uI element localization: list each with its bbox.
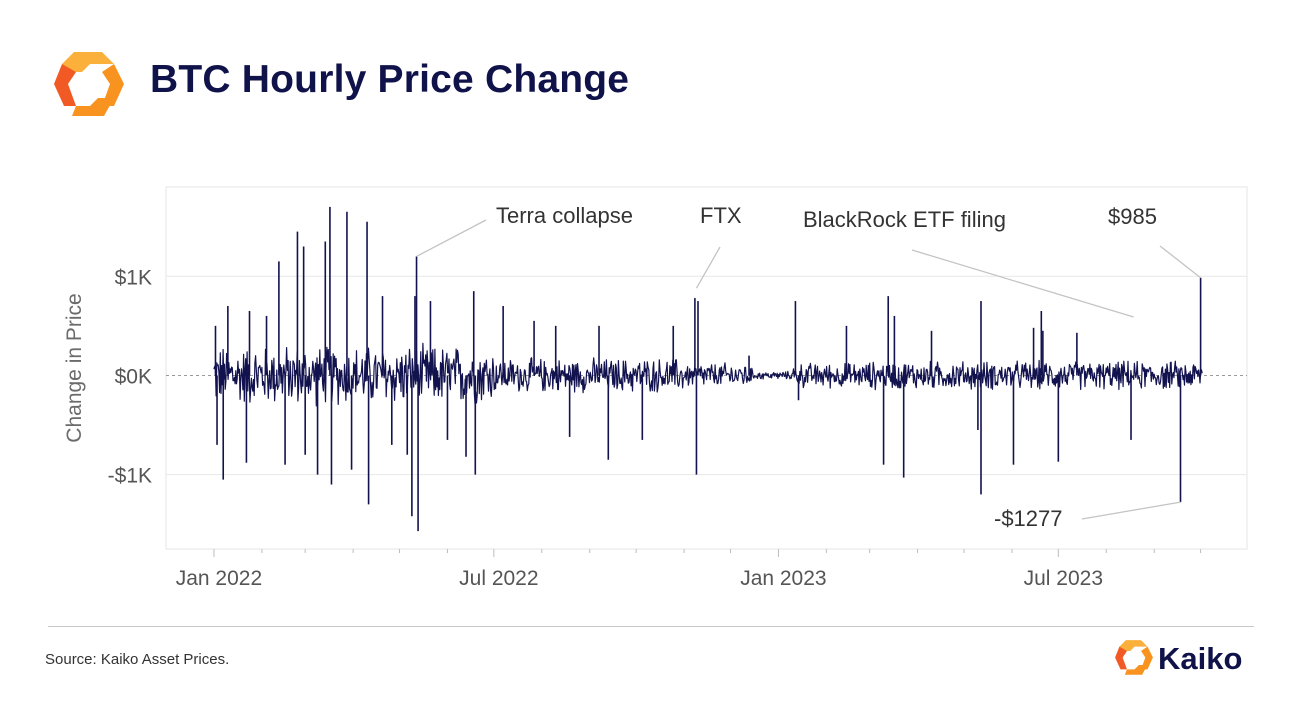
brand-logo: Kaiko	[1114, 639, 1264, 681]
y-tick-label: -$1K	[108, 465, 152, 488]
chart-grid	[165, 186, 1248, 550]
y-axis-title: Change in Price	[63, 293, 86, 442]
y-tick-label: $0K	[115, 365, 152, 388]
annotation-label: $985	[1108, 204, 1157, 229]
chart-annotations: Terra collapse FTX BlackRock ETF filing $98…	[416, 203, 1202, 531]
x-tick-label: Jul 2023	[1024, 567, 1103, 590]
annotation-label: Terra collapse	[496, 203, 633, 228]
annotation-label: BlackRock ETF filing	[803, 207, 1006, 232]
annotation-label: -$1277	[994, 506, 1063, 531]
annotation-leader	[695, 246, 721, 289]
footer-divider	[48, 626, 1254, 627]
annotation-leader	[1159, 245, 1202, 279]
brand-name: Kaiko	[1158, 641, 1243, 676]
plot-frame	[165, 186, 1248, 550]
series-line	[213, 342, 1203, 407]
y-tick-label: $1K	[115, 266, 152, 289]
chart: Terra collapse FTX BlackRock ETF filing $98…	[63, 186, 1248, 590]
page-title: BTC Hourly Price Change	[150, 58, 630, 101]
annotation-leader	[911, 249, 1134, 318]
source-note: Source: Kaiko Asset Prices.	[45, 651, 230, 668]
x-tick-label: Jan 2023	[740, 567, 826, 590]
x-tick-label: Jul 2022	[459, 567, 538, 590]
chart-series	[213, 206, 1203, 532]
brand-mark-icon	[1115, 640, 1153, 675]
kaiko-logo-icon	[54, 52, 124, 116]
annotation-label: FTX	[700, 203, 742, 228]
annotation-leader	[416, 219, 487, 258]
chart-axes: $1K $0K -$1K Change in Price Jan 2022 Jul 202…	[63, 266, 1202, 590]
x-tick-label: Jan 2022	[176, 567, 262, 590]
annotation-leader	[1081, 501, 1181, 520]
